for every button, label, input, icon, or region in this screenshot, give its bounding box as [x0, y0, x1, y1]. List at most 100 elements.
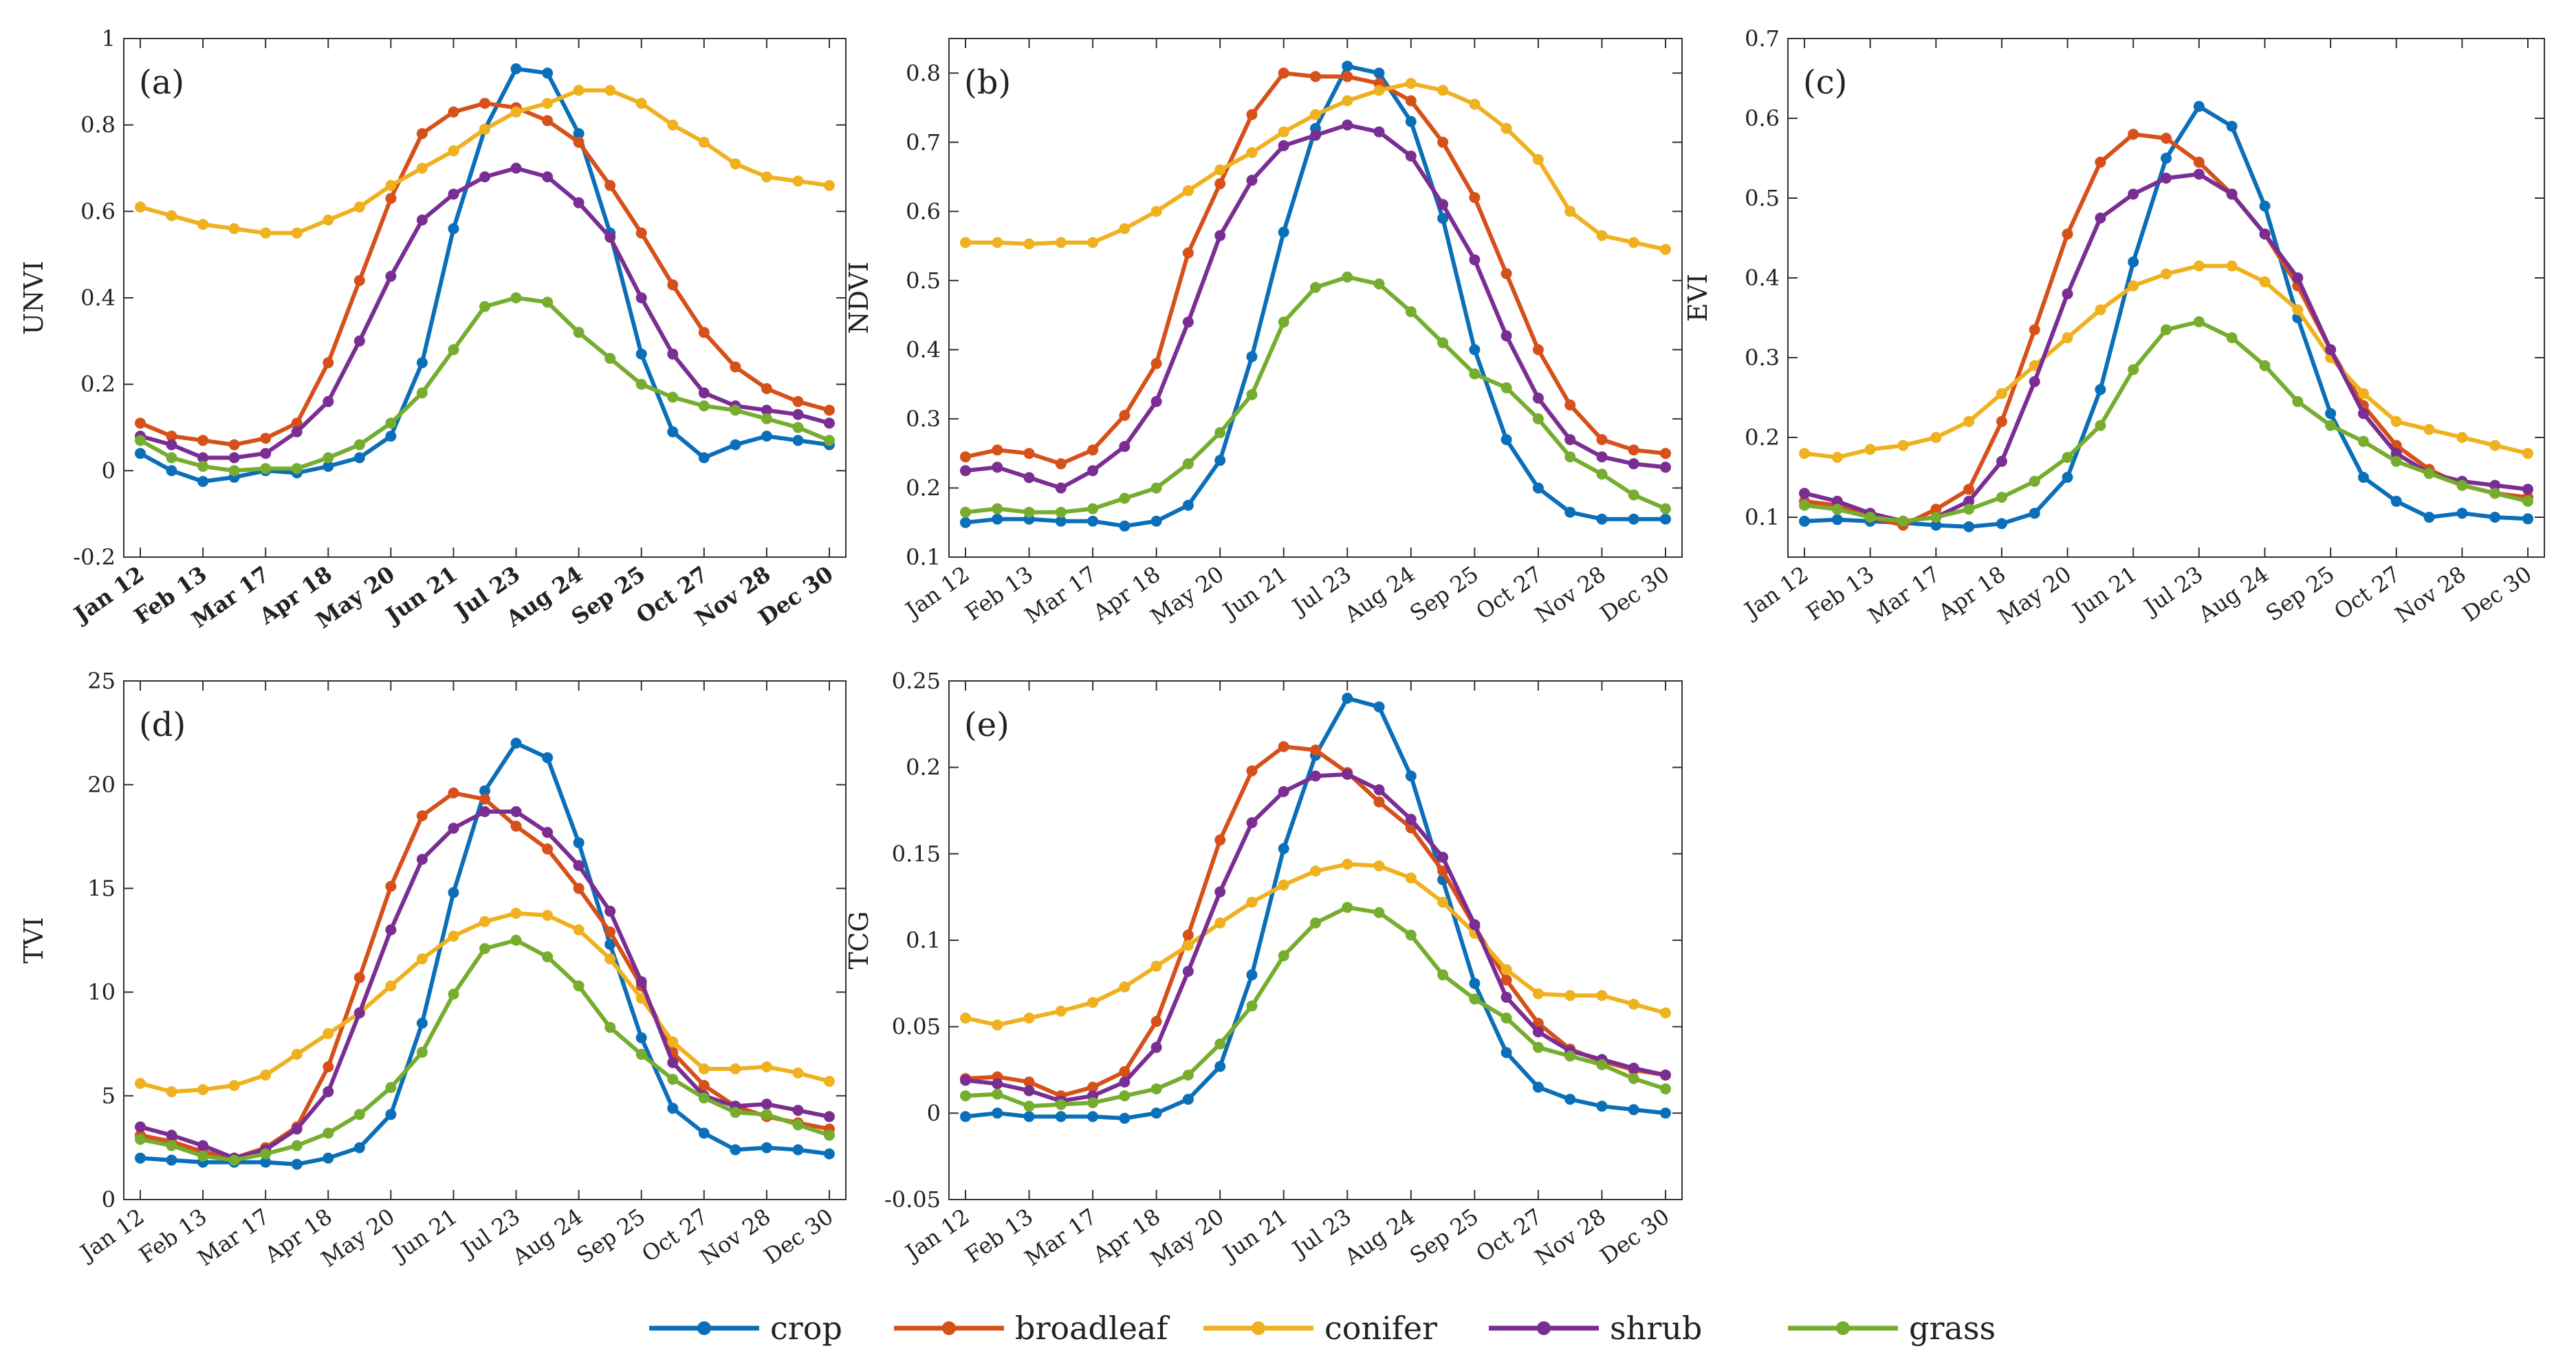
x-tick-label: Nov 28 — [1530, 1203, 1611, 1270]
data-point-shrub — [1150, 395, 1162, 407]
data-point-conifer — [1214, 164, 1226, 175]
data-point-crop — [260, 1156, 272, 1168]
data-point-conifer — [1405, 872, 1417, 884]
data-point-crop — [2128, 256, 2139, 268]
data-point-crop — [2259, 200, 2271, 212]
data-point-crop — [1023, 1111, 1035, 1123]
data-point-grass — [2226, 332, 2238, 343]
data-point-conifer — [2522, 448, 2533, 459]
x-tick-label: Dec 30 — [759, 1203, 838, 1269]
x-tick-label: Jan 12 — [1738, 561, 1813, 624]
data-point-shrub — [667, 1056, 679, 1068]
data-point-shrub — [448, 823, 459, 834]
data-point-broadleaf — [1628, 444, 1639, 456]
data-point-crop — [1930, 519, 1942, 531]
legend-label-conifer: conifer — [1324, 1310, 1437, 1347]
data-point-conifer — [1963, 415, 1975, 427]
data-point-grass — [1469, 368, 1481, 380]
data-point-grass — [635, 1048, 647, 1060]
data-point-conifer — [1799, 448, 1810, 459]
series-broadleaf — [135, 98, 835, 451]
y-tick-label: 0.2 — [1745, 424, 1780, 451]
data-point-conifer — [1930, 432, 1942, 443]
data-point-grass — [1500, 1012, 1512, 1024]
data-point-conifer — [135, 202, 146, 213]
data-point-broadleaf — [1119, 1066, 1131, 1077]
x-tick-label: Aug 24 — [1340, 561, 1420, 628]
x-tick-label: Jun 21 — [1216, 561, 1292, 625]
data-point-broadleaf — [1437, 136, 1449, 148]
series-conifer — [960, 858, 1671, 1031]
data-point-grass — [698, 1092, 710, 1104]
data-point-broadleaf — [323, 1061, 334, 1072]
data-point-crop — [573, 128, 585, 140]
data-point-crop — [792, 435, 804, 446]
data-point-shrub — [2390, 448, 2402, 459]
data-point-grass — [1246, 389, 1258, 400]
data-point-crop — [1405, 116, 1417, 127]
data-point-conifer — [1996, 388, 2007, 400]
data-point-conifer — [1150, 960, 1162, 972]
data-point-grass — [2456, 479, 2468, 491]
data-point-grass — [2522, 495, 2533, 507]
data-point-shrub — [385, 270, 397, 282]
data-point-broadleaf — [1087, 1081, 1099, 1093]
data-point-conifer — [573, 85, 585, 96]
data-point-broadleaf — [1500, 268, 1512, 279]
data-point-grass — [197, 461, 209, 472]
data-point-conifer — [824, 180, 835, 191]
data-point-crop — [2325, 408, 2337, 420]
data-point-crop — [761, 431, 772, 442]
y-tick-label: 0.1 — [906, 544, 941, 570]
data-point-crop — [792, 1144, 804, 1156]
data-point-crop — [2161, 153, 2172, 164]
data-point-crop — [1660, 513, 1671, 525]
data-point-shrub — [1246, 175, 1258, 186]
data-point-crop — [1246, 351, 1258, 362]
data-point-grass — [1278, 950, 1289, 962]
data-point-shrub — [792, 1105, 804, 1116]
legend-item-broadleaf: broadleaf — [894, 1310, 1170, 1347]
data-point-crop — [1596, 513, 1608, 525]
data-point-shrub — [510, 162, 522, 174]
data-point-broadleaf — [730, 361, 741, 373]
y-tick-label: 0.4 — [80, 285, 116, 311]
data-point-crop — [1405, 770, 1417, 782]
x-tick-label: May 20 — [1146, 561, 1229, 629]
data-point-conifer — [510, 106, 522, 118]
data-point-broadleaf — [1278, 741, 1289, 752]
data-point-shrub — [1963, 495, 1975, 507]
data-point-broadleaf — [416, 810, 428, 821]
data-point-grass — [2390, 455, 2402, 467]
data-point-crop — [1342, 693, 1353, 704]
data-point-grass — [2193, 316, 2205, 327]
data-point-conifer — [1087, 997, 1099, 1008]
data-point-crop — [510, 63, 522, 74]
data-point-grass — [2128, 364, 2139, 376]
data-point-crop — [416, 357, 428, 369]
data-point-shrub — [761, 404, 772, 416]
data-point-conifer — [635, 98, 647, 109]
data-point-broadleaf — [1532, 344, 1544, 356]
data-point-conifer — [166, 1086, 177, 1098]
data-point-grass — [960, 506, 971, 518]
data-point-broadleaf — [1150, 358, 1162, 369]
data-point-grass — [1864, 512, 1876, 523]
data-point-grass — [1930, 512, 1942, 523]
x-tick-label: Oct 27 — [2329, 561, 2405, 625]
data-point-crop — [1596, 1101, 1608, 1112]
legend-item-conifer: conifer — [1203, 1310, 1437, 1347]
data-point-conifer — [1246, 147, 1258, 158]
series-grass — [960, 902, 1671, 1112]
data-point-grass — [730, 404, 741, 416]
data-point-conifer — [604, 953, 616, 965]
data-point-conifer — [1532, 988, 1544, 999]
series-line-conifer — [140, 88, 830, 235]
data-point-conifer — [730, 1063, 741, 1074]
data-point-conifer — [1342, 95, 1353, 107]
data-point-grass — [1182, 458, 1194, 470]
x-tick-label: Dec 30 — [1595, 1203, 1674, 1269]
data-point-conifer — [2226, 260, 2238, 272]
x-tick-label: Mar 17 — [193, 1203, 274, 1271]
